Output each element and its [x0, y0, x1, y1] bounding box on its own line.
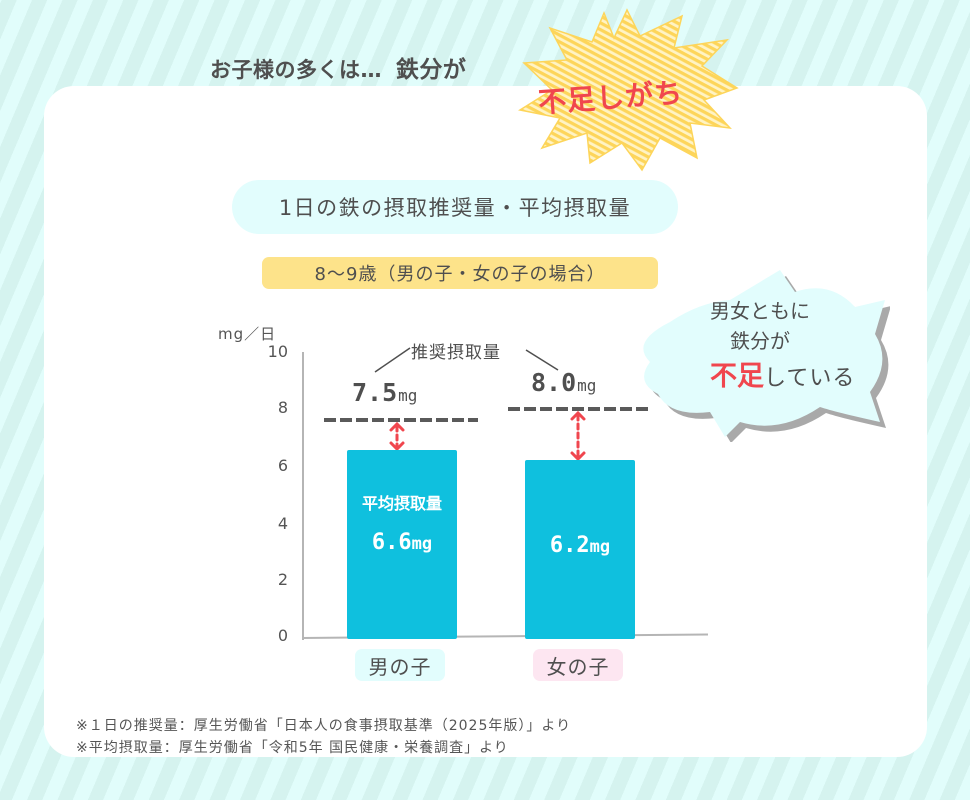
headline-prefix: お子様の多くは… — [210, 58, 382, 82]
bar-girl — [525, 460, 635, 639]
girl-recommended-value: 8.0mg — [531, 368, 597, 397]
bubble-line-3: 不足している — [710, 356, 860, 394]
bubble-line-2: 鉄分が — [730, 329, 790, 353]
chart-title: 1日の鉄の摂取推奨量・平均摂取量 — [232, 180, 678, 234]
footnote-1: ※１日の推奨量：厚生労働省「日本人の食事摂取基準（2025年版）」より — [76, 718, 572, 734]
y-tick-10: 10 — [267, 342, 288, 361]
headline: お子様の多くは… 鉄分が — [210, 50, 466, 84]
y-tick-2: 2 — [277, 570, 288, 589]
y-tick-0: 0 — [277, 626, 288, 645]
bar-girl-value: 6.2mg — [549, 533, 611, 558]
speech-bubble-icon — [643, 270, 890, 442]
y-tick-6: 6 — [277, 456, 288, 475]
bubble-rest: している — [764, 366, 856, 391]
boy-recommended-line — [324, 418, 478, 422]
headline-emphasis: 鉄分が — [395, 57, 467, 83]
footnotes: ※１日の推奨量：厚生労働省「日本人の食事摂取基準（2025年版）」より ※平均摂… — [76, 715, 571, 759]
bubble-text: 男女ともに 鉄分が 不足している — [660, 296, 860, 394]
recommended-label: 推奨摂取量 — [411, 343, 501, 363]
y-tick-8: 8 — [277, 398, 288, 417]
bar-boy — [347, 450, 457, 639]
bubble-emphasis: 不足 — [710, 361, 764, 392]
footnote-2: ※平均摂取量：厚生労働省「令和5年 国民健康・栄養調査」より — [76, 740, 509, 756]
bar-boy-caption: 平均摂取量 — [361, 494, 442, 513]
boy-recommended-value: 7.5mg — [352, 378, 418, 407]
category-boy: 男の子 — [355, 649, 445, 681]
y-axis-unit: mg／日 — [218, 325, 277, 343]
category-girl: 女の子 — [533, 649, 623, 681]
y-axis — [302, 352, 304, 640]
starburst-icon — [518, 8, 739, 172]
age-subtitle: 8〜9歳（男の子・女の子の場合） — [262, 257, 658, 289]
bar-boy-value: 6.6mg — [371, 530, 433, 555]
bubble-line-1: 男女ともに — [710, 299, 810, 323]
y-tick-4: 4 — [277, 514, 288, 533]
girl-recommended-line — [508, 407, 650, 411]
